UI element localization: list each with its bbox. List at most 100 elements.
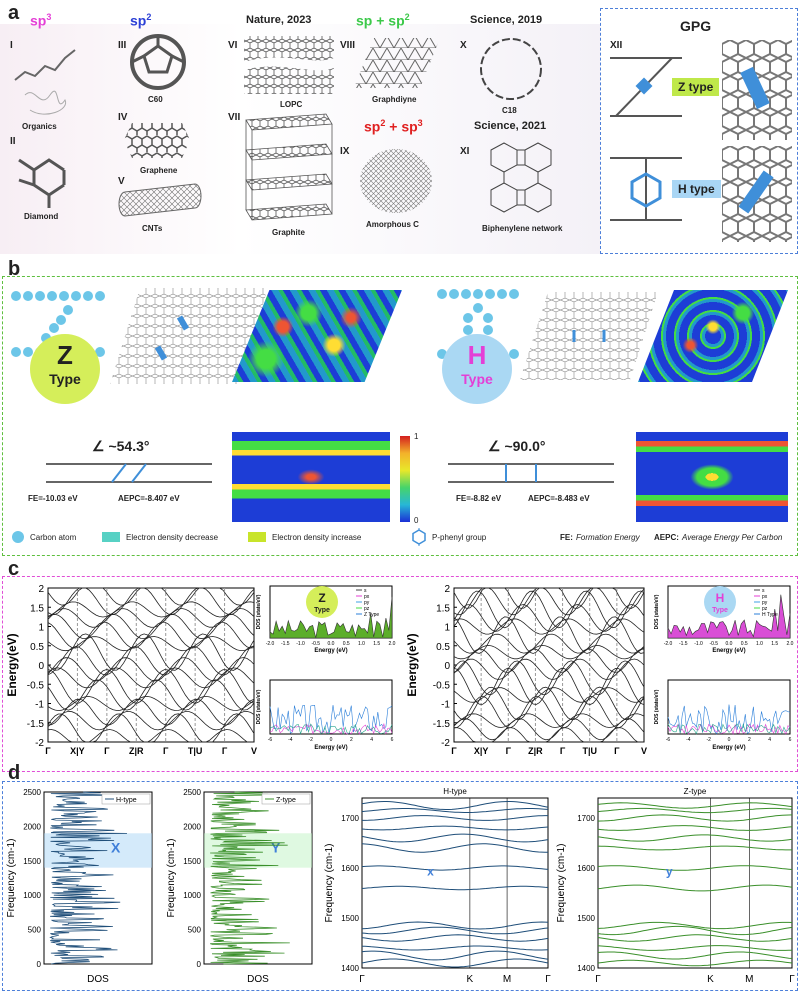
band-line bbox=[47, 669, 255, 704]
dos-legend-label: Z Type bbox=[364, 612, 379, 618]
phband-line bbox=[361, 926, 549, 935]
dos-top-xtick: -1.5 bbox=[281, 641, 290, 647]
band-line bbox=[453, 587, 645, 616]
phband-line bbox=[597, 807, 793, 814]
dos-bottom-xtick: 0 bbox=[728, 737, 731, 743]
phband-line bbox=[597, 845, 792, 851]
h-type-cross-section bbox=[448, 463, 614, 483]
dos-badge-main: Z bbox=[318, 591, 325, 605]
phdos-legend-label: Z-type bbox=[276, 797, 296, 804]
z-type-tag: Z type bbox=[672, 78, 720, 96]
journal-nature: Nature, 2023 bbox=[246, 14, 312, 26]
caption-graphite: Graphite bbox=[272, 228, 305, 237]
phband-region-label: y bbox=[666, 865, 673, 879]
phband-line bbox=[362, 815, 548, 821]
band-line bbox=[47, 710, 255, 731]
diamond-structure bbox=[18, 158, 66, 208]
phband-kpoint: Γ bbox=[789, 974, 795, 985]
band-ytick: 0.5 bbox=[30, 642, 44, 653]
caption-diamond: Diamond bbox=[24, 212, 59, 221]
z-band-structure: Energy(eV)21.510.50-0.5-1-1.5-2Γ X|Y Γ Z|R Γ… bbox=[5, 584, 257, 756]
gpg-box bbox=[600, 8, 798, 254]
phband-line bbox=[361, 801, 549, 810]
band-line bbox=[453, 718, 645, 741]
dos-bottom-xtick: 4 bbox=[370, 737, 373, 743]
dos-bottom-curve bbox=[269, 723, 393, 735]
h-aepc-value: AEPC=-8.483 eV bbox=[528, 494, 590, 503]
band-ytick: -0.5 bbox=[27, 680, 45, 691]
phdos-legend-box bbox=[101, 793, 151, 805]
z-angle-label: ∠ ~54.3° bbox=[92, 438, 150, 454]
hybrid-label-sp2: sp2 bbox=[130, 12, 152, 29]
dos-top-xtick: -0.5 bbox=[311, 641, 320, 647]
band-line bbox=[453, 616, 645, 654]
band-ytick: -0.5 bbox=[433, 680, 451, 691]
h-type-tag: H type bbox=[672, 180, 721, 198]
phband-line bbox=[597, 865, 793, 871]
phdos-ytick: 1500 bbox=[183, 857, 201, 866]
z-fe-value: FE=-10.03 eV bbox=[28, 494, 78, 503]
dos-top-xtick: -1.0 bbox=[296, 641, 305, 647]
phband-kpoint: M bbox=[745, 974, 753, 985]
phdos-ytick: 500 bbox=[188, 926, 202, 935]
phband-line bbox=[361, 833, 549, 843]
phband-region-label: x bbox=[427, 865, 434, 879]
band-kpoint: Γ bbox=[163, 746, 169, 756]
phband-frame bbox=[361, 797, 549, 969]
dos-top-xtick: -0.5 bbox=[709, 641, 718, 647]
band-line bbox=[453, 618, 645, 635]
h-type-badge-main: H bbox=[467, 340, 487, 370]
h-type-lattice bbox=[520, 292, 658, 380]
dos-top-xtick: -2.0 bbox=[664, 641, 673, 647]
dos-top-xtick: 1.0 bbox=[756, 641, 763, 647]
legend-increase-swatch bbox=[248, 532, 266, 542]
dos-bottom-curve bbox=[667, 704, 791, 735]
band-kpoint: T|U bbox=[188, 746, 203, 756]
band-line bbox=[47, 636, 255, 652]
band-ytick: -1 bbox=[35, 700, 44, 711]
phonon-dos-z: 2500 2000 1500 1000 500 0 Frequency (cm-1) DOS Y… bbox=[166, 788, 313, 985]
roman-IV: IV bbox=[118, 112, 128, 123]
band-line bbox=[453, 590, 645, 629]
dos-legend-label: px bbox=[364, 594, 370, 600]
dos-top-xtick: 1.5 bbox=[771, 641, 778, 647]
legend-decrease-label: Electron density decrease bbox=[126, 533, 219, 542]
phdos-region-label: X bbox=[111, 840, 121, 856]
band-ylabel: Energy(eV) bbox=[405, 633, 419, 696]
dos-bottom-xtick: -6 bbox=[666, 737, 671, 743]
dos-bottom-xtick: -2 bbox=[706, 737, 711, 743]
band-kpoint: Γ bbox=[560, 746, 566, 756]
dos-bottom-curve bbox=[270, 722, 393, 735]
dos-top-xtick: 2.0 bbox=[787, 641, 794, 647]
dos-bottom-xtick: 2 bbox=[350, 737, 353, 743]
band-line bbox=[47, 601, 255, 618]
biphenylene-structure bbox=[490, 142, 552, 213]
phdos-curve bbox=[210, 791, 290, 965]
band-line bbox=[453, 633, 645, 654]
phband-line bbox=[361, 945, 549, 951]
phdos-xlabel: DOS bbox=[247, 974, 269, 985]
dos-legend-label: py bbox=[762, 600, 768, 606]
dos-top-xtick: -1.0 bbox=[694, 641, 703, 647]
dos-bottom-xtick: -6 bbox=[268, 737, 273, 743]
lopc-structure bbox=[244, 36, 334, 94]
dos-bottom-curve bbox=[269, 704, 393, 734]
graphdiyne-structure bbox=[354, 38, 440, 88]
caption-amorphous-c: Amorphous C bbox=[366, 220, 419, 229]
phband-line bbox=[597, 959, 793, 967]
h-fe-value: FE=-8.82 eV bbox=[456, 494, 502, 503]
roman-IX: IX bbox=[340, 146, 350, 157]
amorphous-carbon-structure bbox=[360, 149, 432, 213]
band-line bbox=[47, 587, 255, 616]
z-type-badge-main: Z bbox=[57, 340, 73, 370]
legend-phenyl-label: P-phenyl group bbox=[432, 533, 487, 542]
phdos-ytick: 1000 bbox=[183, 891, 201, 900]
graphite-structure bbox=[245, 113, 333, 221]
roman-XI: XI bbox=[460, 146, 470, 157]
phband-line bbox=[597, 921, 793, 930]
phband-ytick: 1600 bbox=[577, 864, 595, 873]
phdos-ylabel: Frequency (cm-1) bbox=[166, 839, 177, 918]
h-dos-plots: -2.0 -1.5 -1.0 -0.5 0.0 0.5 1.0 1.5 2.0 Energy (e… bbox=[654, 585, 794, 751]
band-line bbox=[453, 695, 645, 729]
